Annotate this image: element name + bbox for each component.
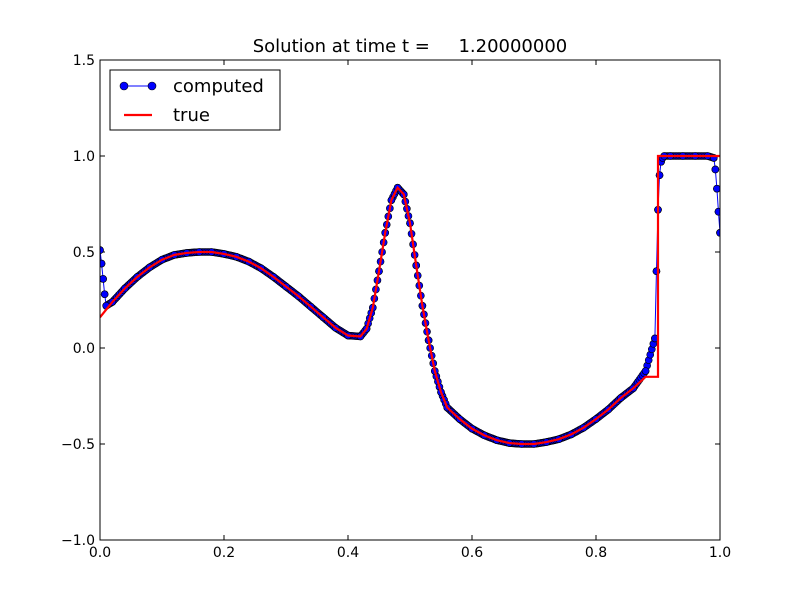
y-tick-label: −0.5 (61, 437, 95, 453)
legend: computed true (109, 69, 281, 131)
computed-point (711, 165, 720, 174)
y-tick-label: 1.0 (73, 149, 95, 165)
y-tick-label: 0.0 (73, 341, 95, 357)
x-tick-label: 1.0 (709, 545, 731, 561)
computed-point (100, 290, 109, 299)
computed-point (100, 246, 104, 254)
chart-title: Solution at time t = 1.20000000 (253, 36, 568, 57)
computed-point (641, 367, 650, 375)
y-tick-label: −1.0 (61, 533, 95, 549)
x-tick-label: 0.2 (213, 545, 235, 561)
legend-box (109, 69, 281, 131)
x-tick-label: 0.8 (585, 545, 607, 561)
computed-point (100, 275, 107, 283)
computed-point (713, 184, 720, 193)
computed-point (714, 207, 720, 216)
axes-frame (99, 59, 721, 541)
x-tick-label: 0.0 (89, 545, 111, 561)
computed-point (716, 229, 720, 237)
x-tick-label: 0.6 (461, 545, 483, 561)
y-tick-label: 0.5 (73, 245, 95, 261)
x-tick-label: 0.4 (337, 545, 359, 561)
series-true (100, 154, 720, 446)
computed-point (100, 259, 106, 268)
legend-computed-label: computed (173, 76, 264, 97)
legend-computed-marker (119, 81, 129, 91)
y-tick-label: 1.5 (73, 53, 95, 69)
true-line (100, 154, 720, 446)
legend-computed-marker (147, 81, 157, 91)
legend-true-label: true (173, 105, 210, 126)
